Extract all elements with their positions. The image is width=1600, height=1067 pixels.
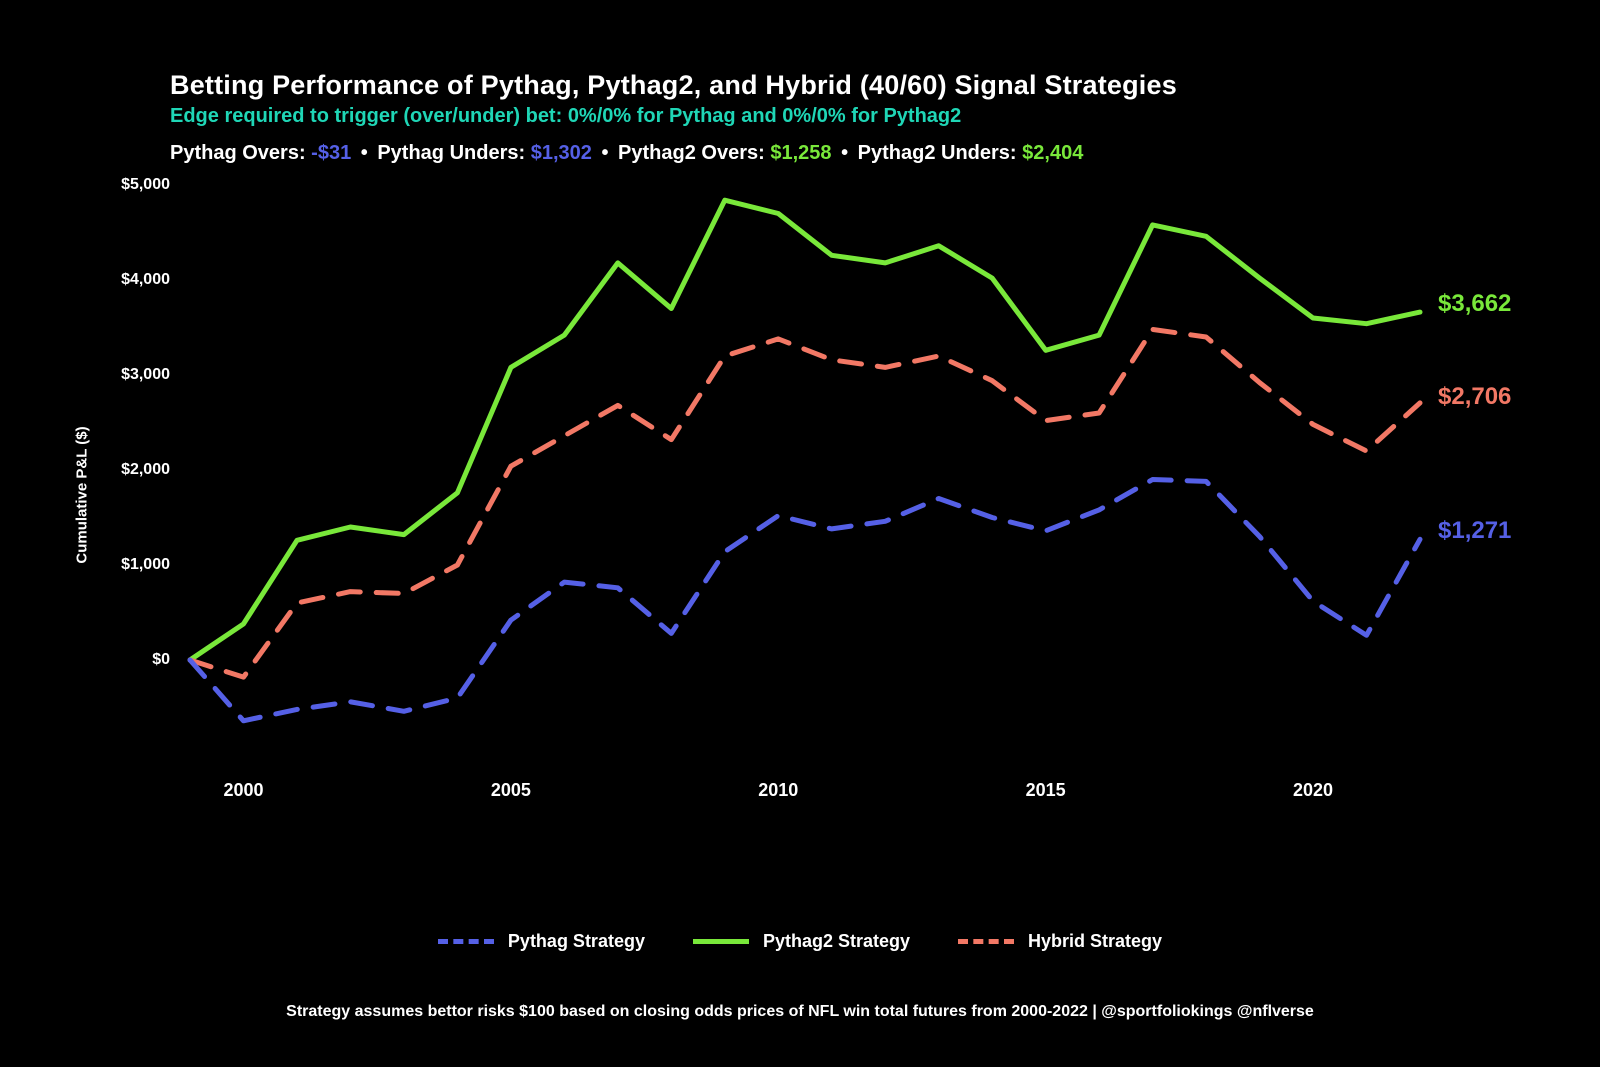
y-tick-label: $5,000 [90,176,170,194]
legend-item: Pythag Strategy [438,931,645,952]
separator: • [601,142,608,164]
legend-label: Hybrid Strategy [1028,931,1162,952]
y-tick-label: $2,000 [90,461,170,479]
chart-title: Betting Performance of Pythag, Pythag2, … [170,70,1560,101]
y-tick-label: $4,000 [90,271,170,289]
separator: • [841,142,848,164]
pythag2-unders-label: Pythag2 Unders: [858,142,1017,164]
pythag2-overs-label: Pythag2 Overs: [618,142,765,164]
chart-subtitle: Edge required to trigger (over/under) be… [170,105,1560,128]
y-tick-label: $0 [90,651,170,669]
x-tick-label: 2015 [1026,780,1066,801]
pythag2-unders-value: $2,404 [1022,142,1083,164]
legend: Pythag Strategy Pythag2 Strategy Hybrid St… [0,931,1600,952]
series-end-label: $1,271 [1438,517,1511,545]
chart-container: Betting Performance of Pythag, Pythag2, … [0,0,1600,1067]
pythag-overs-value: -$31 [311,142,351,164]
legend-swatch [958,939,1014,944]
y-tick-label: $1,000 [90,556,170,574]
caption: Strategy assumes bettor risks $100 based… [0,1003,1600,1021]
legend-swatch [693,939,749,944]
x-tick-label: 2005 [491,780,531,801]
x-tick-label: 2000 [223,780,263,801]
pythag2-overs-value: $1,258 [770,142,831,164]
chart-area: Cumulative P&L ($) $0$1,000$2,000$3,000$… [100,185,1570,805]
plot-area: $3,662$2,706$1,271 [190,185,1420,755]
separator: • [361,142,368,164]
line-chart-svg [190,185,1420,755]
pythag-unders-value: $1,302 [531,142,592,164]
stats-line: Pythag Overs: -$31 • Pythag Unders: $1,3… [170,142,1560,165]
pythag-unders-label: Pythag Unders: [377,142,525,164]
legend-label: Pythag2 Strategy [763,931,910,952]
series-end-label: $2,706 [1438,383,1511,411]
legend-label: Pythag Strategy [508,931,645,952]
x-tick-label: 2020 [1293,780,1333,801]
title-block: Betting Performance of Pythag, Pythag2, … [170,70,1560,165]
series-line [190,329,1420,677]
legend-item: Hybrid Strategy [958,931,1162,952]
y-axis-label: Cumulative P&L ($) [74,426,91,563]
series-line [190,480,1420,721]
y-tick-label: $3,000 [90,366,170,384]
x-tick-label: 2010 [758,780,798,801]
pythag-overs-label: Pythag Overs: [170,142,306,164]
series-end-label: $3,662 [1438,290,1511,318]
legend-item: Pythag2 Strategy [693,931,910,952]
legend-swatch [438,939,494,944]
